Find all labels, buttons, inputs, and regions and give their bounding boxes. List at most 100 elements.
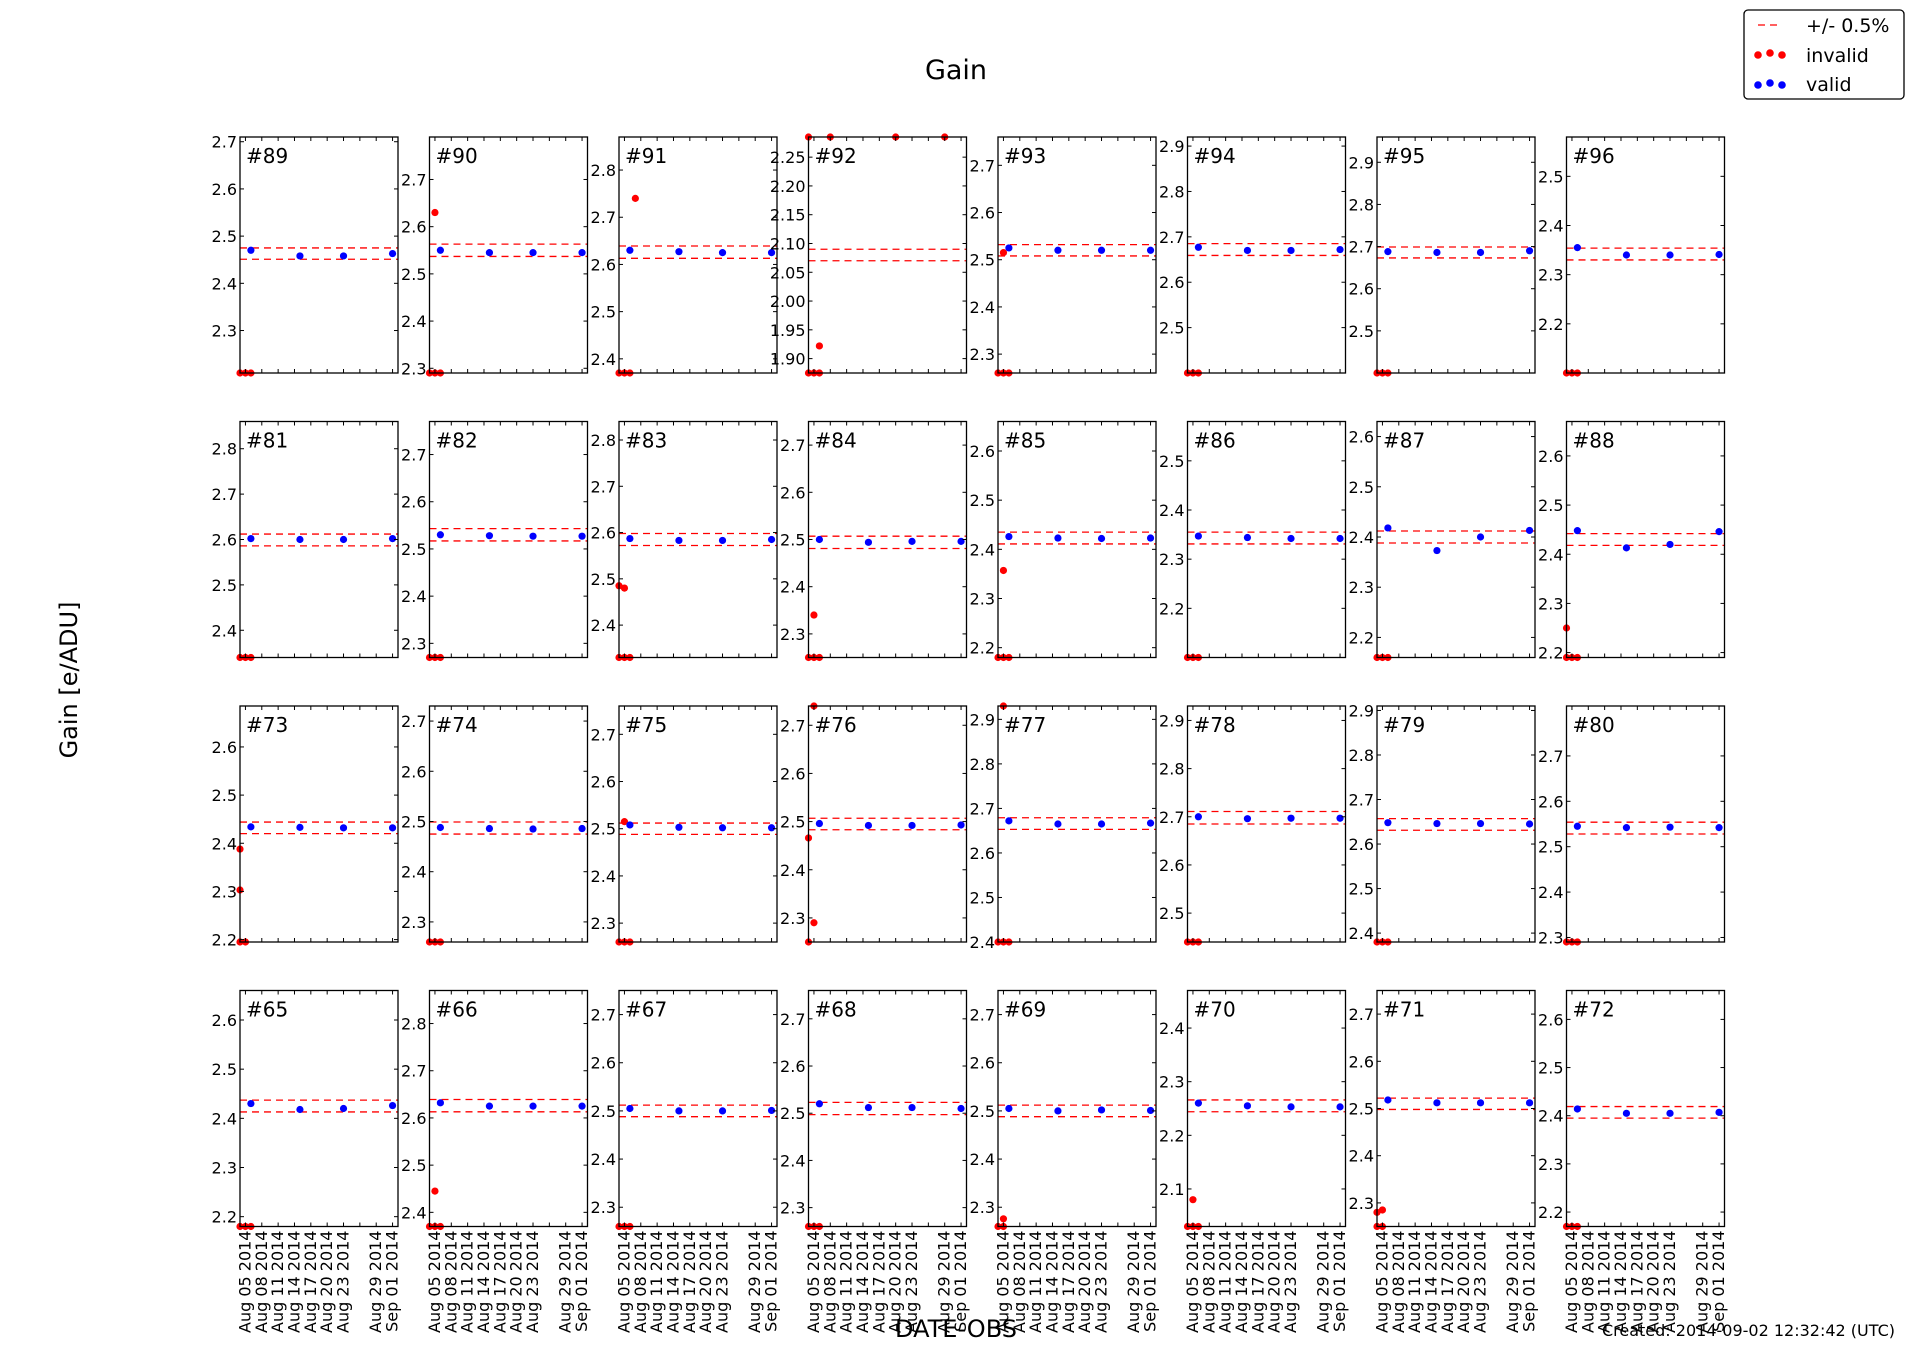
panel-72-xtick-label-6: Aug 23 2014	[1660, 1231, 1679, 1334]
panel-67-xtick-label-4: Aug 17 2014	[680, 1231, 699, 1334]
panel-75-ytick-label-4: 2.7	[591, 725, 616, 744]
panel-86: 2.2 2.3 2.4 2.5 #86	[1159, 420, 1347, 662]
panel-85-valid-point-1	[1054, 534, 1062, 542]
panel-84-ytick-label-4: 2.7	[780, 436, 805, 455]
panel-67-xtick-label-2: Aug 11 2014	[647, 1231, 666, 1334]
panel-73-ytick-label-3: 2.5	[212, 786, 237, 805]
panel-96-valid-point-0	[1573, 244, 1581, 252]
panel-83-ytick-label-3: 2.7	[591, 477, 616, 496]
panel-67-valid-point-1	[675, 1107, 683, 1115]
panel-67-valid-point-0	[626, 1104, 634, 1113]
panel-79-ytick-label-5: 2.9	[1349, 701, 1374, 720]
panel-78-ytick-label-0: 2.5	[1159, 904, 1184, 923]
panel-68-valid-point-0	[815, 1100, 823, 1108]
panel-76-ytick-label-0: 2.3	[780, 909, 805, 928]
legend-frame	[1743, 9, 1905, 100]
panel-77-ytick-label-2: 2.6	[970, 844, 995, 863]
panel-65-frame	[239, 989, 399, 1228]
panel-70-frame	[1186, 989, 1347, 1228]
panel-88-frame	[1565, 420, 1726, 659]
panel-93-ytick-label-4: 2.7	[970, 156, 995, 175]
panel-89-valid-point-3	[388, 249, 397, 258]
panel-86-valid-point-1	[1243, 533, 1252, 542]
panel-84-ytick-label-1: 2.4	[780, 578, 805, 597]
panel-90-frame	[428, 136, 589, 374]
panel-96-valid-point-1	[1622, 251, 1631, 259]
panel-87-valid-point-2	[1476, 533, 1485, 541]
panel-91-ytick-label-3: 2.7	[591, 208, 616, 227]
panel-77-ytick-label-0: 2.4	[970, 933, 995, 952]
panel-77-valid-point-0	[1005, 817, 1013, 825]
panel-91-label: #91	[625, 144, 667, 168]
panel-71-ytick-label-0: 2.3	[1349, 1194, 1374, 1213]
panel-89-ytick-label-4: 2.7	[212, 133, 237, 152]
panel-65-valid-point-1	[296, 1105, 304, 1114]
panel-81-frame	[239, 420, 399, 659]
panel-82-frame	[428, 420, 589, 659]
panel-91-valid-point-3	[767, 249, 776, 257]
panel-65-ytick-label-4: 2.6	[212, 1011, 237, 1030]
panel-88-valid-point-0	[1573, 527, 1581, 535]
panel-86-valid-point-2	[1287, 534, 1295, 543]
panel-86-markers	[1183, 532, 1344, 662]
panel-79-ytick-label-3: 2.7	[1349, 791, 1374, 810]
panel-68-xtick-label-8: Sep 01 2014	[951, 1231, 970, 1332]
panel-65-xtick-label-6: Aug 23 2014	[334, 1231, 353, 1334]
panel-71-valid-point-0	[1384, 1096, 1392, 1104]
panel-65-valid-point-3	[388, 1101, 397, 1110]
panel-79-ytick-label-2: 2.6	[1349, 835, 1374, 854]
panel-77-ytick-label-4: 2.8	[970, 755, 995, 774]
panel-66-xtick-label-3: Aug 14 2014	[474, 1231, 493, 1334]
panel-69-xtick-label-1: Aug 08 2014	[1010, 1231, 1029, 1334]
panel-72-ytick-label-4: 2.6	[1538, 1010, 1563, 1029]
legend-invalid-dot-1	[1754, 51, 1762, 59]
panel-74-valid-point-0	[436, 823, 444, 832]
panel-67-xtick-label-8: Sep 01 2014	[762, 1231, 781, 1332]
panel-69-ytick-label-1: 2.4	[970, 1150, 995, 1169]
panel-90-ytick-label-1: 2.4	[401, 312, 426, 331]
panel-92-ytick-label-3: 2.05	[770, 263, 806, 282]
panel-85-ytick-label-1: 2.3	[970, 590, 995, 609]
panel-87-ytick-label-2: 2.4	[1349, 528, 1374, 547]
panel-73-frame	[239, 705, 399, 943]
panel-86-label: #86	[1194, 429, 1236, 453]
panel-95-frame	[1376, 136, 1536, 374]
panel-91-frame	[618, 136, 778, 374]
panel-89-valid-point-2	[339, 252, 348, 260]
panel-91: 2.4 2.5 2.6 2.7 2.8 #91	[591, 136, 778, 377]
panel-75-valid-point-0	[626, 821, 634, 829]
panel-68-xtick-label-2: Aug 11 2014	[837, 1231, 856, 1334]
panel-85-ytick-label-4: 2.6	[970, 442, 995, 461]
panel-80-ytick-label-1: 2.4	[1538, 883, 1563, 902]
panel-81-ytick-label-4: 2.8	[212, 440, 237, 459]
panel-70-xtick-label-2: Aug 11 2014	[1216, 1231, 1235, 1334]
panel-75-ytick-label-3: 2.6	[591, 773, 616, 792]
panel-72-xtick-label-0: Aug 05 2014	[1562, 1231, 1581, 1334]
panel-84-markers	[804, 535, 965, 662]
panel-75-valid-point-1	[675, 823, 683, 831]
panel-83-valid-point-2	[718, 536, 727, 545]
panel-87-valid-point-3	[1525, 526, 1534, 535]
panel-67-ytick-label-0: 2.3	[591, 1198, 616, 1217]
panel-72-xtick-label-4: Aug 17 2014	[1627, 1231, 1646, 1334]
x-axis-label: DATE-OBS	[895, 1315, 1017, 1343]
panel-71-xtick-label-3: Aug 14 2014	[1421, 1231, 1440, 1334]
panel-81-valid-point-1	[296, 535, 304, 544]
panel-89-frame	[239, 136, 399, 374]
panel-92-ytick-label-2: 2.00	[770, 292, 806, 311]
panel-77-ytick-label-3: 2.7	[970, 799, 995, 818]
panel-78-valid-point-3	[1336, 814, 1344, 822]
panel-69-valid-point-0	[1005, 1104, 1013, 1113]
panel-68-xtick-label-5: Aug 20 2014	[886, 1231, 905, 1334]
panel-91-ytick-label-0: 2.4	[591, 350, 616, 369]
panel-75-ytick-label-0: 2.3	[591, 914, 616, 933]
panel-74: 2.3 2.4 2.5 2.6 2.7 #74	[401, 705, 589, 946]
panel-65-valid-point-2	[339, 1104, 348, 1113]
panel-73: 2.2 2.3 2.4 2.5 2.6 #73	[212, 705, 399, 950]
panel-65-xtick-label-0: Aug 05 2014	[235, 1231, 254, 1334]
panel-73-ytick-label-2: 2.4	[212, 834, 237, 853]
panel-69-invalid-point-0	[999, 1215, 1008, 1223]
